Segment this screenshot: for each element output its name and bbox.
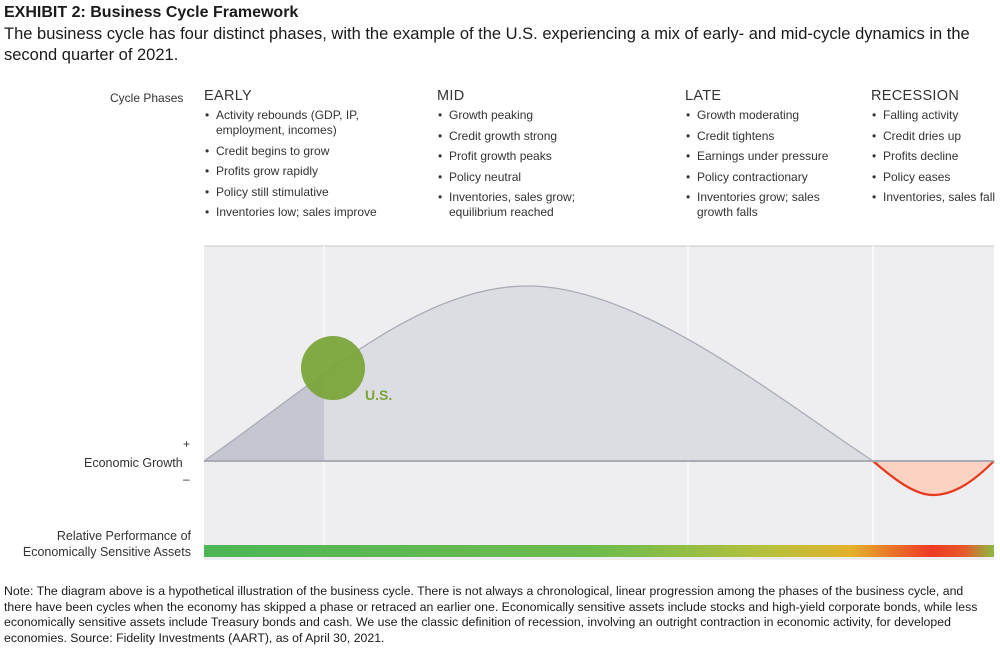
footnote: Note: The diagram above is a hypothetica… (4, 584, 978, 646)
performance-gradient-bar (204, 545, 994, 557)
us-marker (301, 336, 365, 400)
phase-bullet: Inventories low; sales improve (204, 205, 424, 220)
phase-bullets: Activity rebounds (GDP, IP, employment, … (204, 108, 424, 220)
exhibit-title: EXHIBIT 2: Business Cycle Framework (4, 4, 299, 21)
phase-bullet: Profit growth peaks (437, 149, 637, 164)
phase-bullet: Credit growth strong (437, 129, 637, 144)
phase-name: RECESSION (871, 88, 960, 104)
phase-bullet: Policy still stimulative (204, 185, 424, 200)
negative-growth-sign: – (183, 472, 190, 486)
relative-performance-label: Relative Performance of Economically Sen… (0, 528, 191, 560)
phase-recession: RECESSION Falling activity Credit dries … (871, 88, 999, 211)
phase-bullet: Policy eases (871, 170, 999, 185)
positive-growth-sign: + (183, 437, 191, 451)
exhibit-subtitle: The business cycle has four distinct pha… (4, 25, 970, 64)
phase-bullet: Credit begins to grow (204, 144, 424, 159)
phase-bullet: Activity rebounds (GDP, IP, employment, … (204, 108, 386, 138)
phase-bullet: Inventories, sales grow; equilibrium rea… (437, 190, 599, 220)
phase-bullet: Growth peaking (437, 108, 637, 123)
phase-early: EARLY Activity rebounds (GDP, IP, employ… (204, 88, 424, 226)
phase-late: LATE Growth moderating Credit tightens E… (685, 88, 865, 226)
phase-bullet: Falling activity (871, 108, 999, 123)
phase-bullets: Growth peaking Credit growth strong Prof… (437, 108, 637, 220)
us-marker-label: U.S. (365, 387, 392, 403)
phase-mid: MID Growth peaking Credit growth strong … (437, 88, 637, 226)
relative-performance-line1: Relative Performance of (56, 529, 191, 543)
expansion-area (204, 286, 873, 461)
phase-bullet: Credit tightens (685, 129, 865, 144)
phase-bullet: Inventories, sales fall (871, 190, 999, 205)
phase-bullet: Credit dries up (871, 129, 999, 144)
recession-area (873, 461, 994, 495)
phase-name: MID (437, 88, 465, 104)
phase-bullets: Falling activity Credit dries up Profits… (871, 108, 999, 205)
relative-performance-line2: Economically Sensitive Assets (22, 545, 191, 559)
phase-name: EARLY (204, 88, 252, 104)
phase-bullet: Profits grow rapidly (204, 164, 424, 179)
phase-bullet: Policy neutral (437, 170, 637, 185)
recession-curve (872, 460, 995, 497)
phase-name: LATE (685, 88, 722, 104)
economic-growth-label: Economic Growth (84, 456, 183, 470)
phase-bullet: Earnings under pressure (685, 149, 865, 164)
phase-bullet: Profits decline (871, 149, 999, 164)
phase-bullet: Growth moderating (685, 108, 865, 123)
cycle-phases-label: Cycle Phases (110, 91, 184, 105)
phase-bullet: Policy contractionary (685, 170, 865, 185)
phase-bullets: Growth moderating Credit tightens Earnin… (685, 108, 865, 220)
phase-bullet: Inventories grow; sales growth falls (685, 190, 847, 220)
